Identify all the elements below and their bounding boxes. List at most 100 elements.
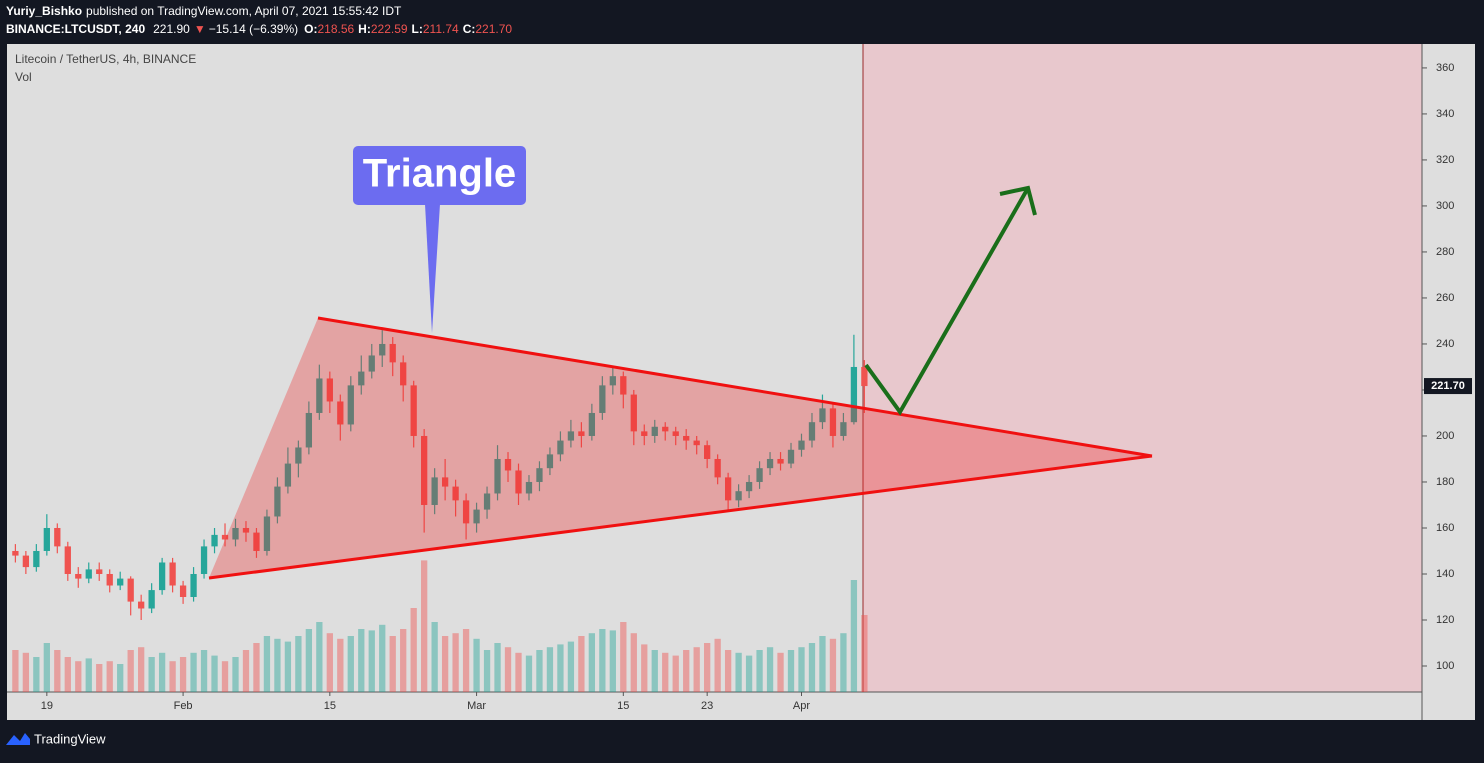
brand-text: TradingView: [34, 731, 106, 746]
y-tick-label: 100: [1436, 660, 1454, 672]
triangle-fill: [209, 318, 1152, 578]
volume-bar: [777, 652, 784, 692]
triangle-lower-line: [208, 454, 1153, 580]
candle-body: [263, 516, 271, 551]
callout-pointer: [425, 204, 440, 333]
volume-bar: [735, 652, 742, 692]
volume-bar: [714, 638, 721, 692]
candle-body: [567, 431, 575, 441]
ohlc-value: 222.59: [371, 22, 408, 36]
down-icon: ▼: [194, 22, 206, 36]
candle-body: [850, 366, 858, 423]
volume-bar: [787, 650, 795, 692]
symbol: BINANCE:LTCUSDT, 240: [6, 22, 145, 36]
candle-body: [169, 562, 176, 586]
ohlc-label: C:: [463, 22, 476, 36]
volume-bar: [483, 650, 491, 692]
candle-body: [683, 435, 690, 441]
volume-bar: [704, 643, 711, 692]
candle-body: [316, 378, 323, 413]
callout-text: Triangle: [363, 152, 516, 196]
candle-body: [745, 481, 753, 492]
volume-bar: [724, 650, 732, 692]
candle-body: [138, 601, 145, 609]
ohlc-value: 218.56: [317, 22, 354, 36]
volume-bar: [138, 647, 145, 692]
candle-body: [620, 376, 627, 395]
volume-bar: [117, 664, 124, 692]
candle-body: [179, 585, 187, 597]
ohlc-value: 221.70: [475, 22, 512, 36]
volume-bar: [630, 633, 637, 692]
volume-bar: [525, 655, 533, 692]
candle-body: [232, 527, 239, 540]
volume-bar: [410, 608, 417, 692]
volume-bar: [861, 615, 868, 692]
volume-bar: [326, 633, 333, 692]
volume-bar: [33, 657, 40, 692]
candle-body: [96, 569, 103, 574]
volume-bar: [305, 629, 313, 692]
ohlc-value: 211.74: [423, 22, 459, 36]
candle-body: [557, 440, 564, 455]
candle-body: [452, 486, 459, 501]
candle-body: [662, 426, 669, 432]
candle-body: [714, 458, 721, 478]
ohlc-label: L:: [412, 22, 423, 36]
volume-bar: [96, 664, 103, 692]
volume-bar: [588, 633, 596, 692]
volume-bar: [169, 661, 176, 692]
volume-bar: [263, 636, 271, 692]
volume-bar: [190, 652, 197, 692]
volume-bar: [840, 633, 847, 692]
candle-body: [305, 412, 313, 448]
last-price-box: [1424, 378, 1472, 395]
volume-bar: [179, 657, 187, 692]
volume-bar: [798, 647, 805, 692]
volume-bar: [567, 641, 575, 692]
volume-bar: [221, 661, 229, 692]
candle-body: [54, 527, 61, 547]
y-tick-label: 300: [1436, 200, 1454, 212]
volume-bar: [421, 560, 428, 692]
green-arrow: [864, 187, 1030, 416]
candle-body: [253, 532, 260, 551]
brand: TradingView: [6, 731, 106, 746]
y-tick-label: 260: [1436, 292, 1454, 304]
volume-bar: [766, 647, 774, 692]
candle-body: [515, 470, 522, 494]
candle-body: [578, 431, 585, 436]
volume-bar: [651, 650, 658, 692]
volume-bar: [22, 652, 30, 692]
volume-bar: [43, 643, 50, 692]
volume-bar: [400, 629, 407, 692]
candle-body: [462, 500, 470, 524]
candle-body: [12, 550, 19, 556]
volume-bar: [368, 630, 375, 692]
volume-bar: [358, 629, 365, 692]
volume-bar: [127, 650, 134, 692]
volume-bar: [672, 655, 679, 692]
brand-logo: [6, 733, 30, 745]
candle-body: [861, 366, 868, 387]
volume-bar: [609, 630, 616, 692]
header-line-1: Yuriy_Bishko published on TradingView.com…: [6, 4, 402, 18]
candle-body: [766, 458, 774, 469]
change: −15.14 (−6.39%): [209, 22, 298, 36]
volume-bar: [683, 650, 690, 692]
candle-body: [494, 458, 501, 494]
volume-bar: [12, 650, 19, 692]
candle-body: [819, 408, 826, 423]
y-tick-label: 340: [1436, 108, 1454, 120]
published: published on TradingView.com, April 07, …: [86, 4, 402, 18]
volume-bar: [158, 652, 166, 692]
volume-bar: [599, 629, 606, 692]
candle-body: [295, 447, 302, 464]
candle-body: [421, 435, 428, 505]
candle-body: [190, 573, 197, 597]
volume-bar: [620, 622, 627, 692]
y-tick-label: 320: [1436, 154, 1454, 166]
candle-body: [379, 343, 386, 356]
x-tick-label: Mar: [467, 700, 486, 712]
candle-body: [473, 509, 480, 524]
